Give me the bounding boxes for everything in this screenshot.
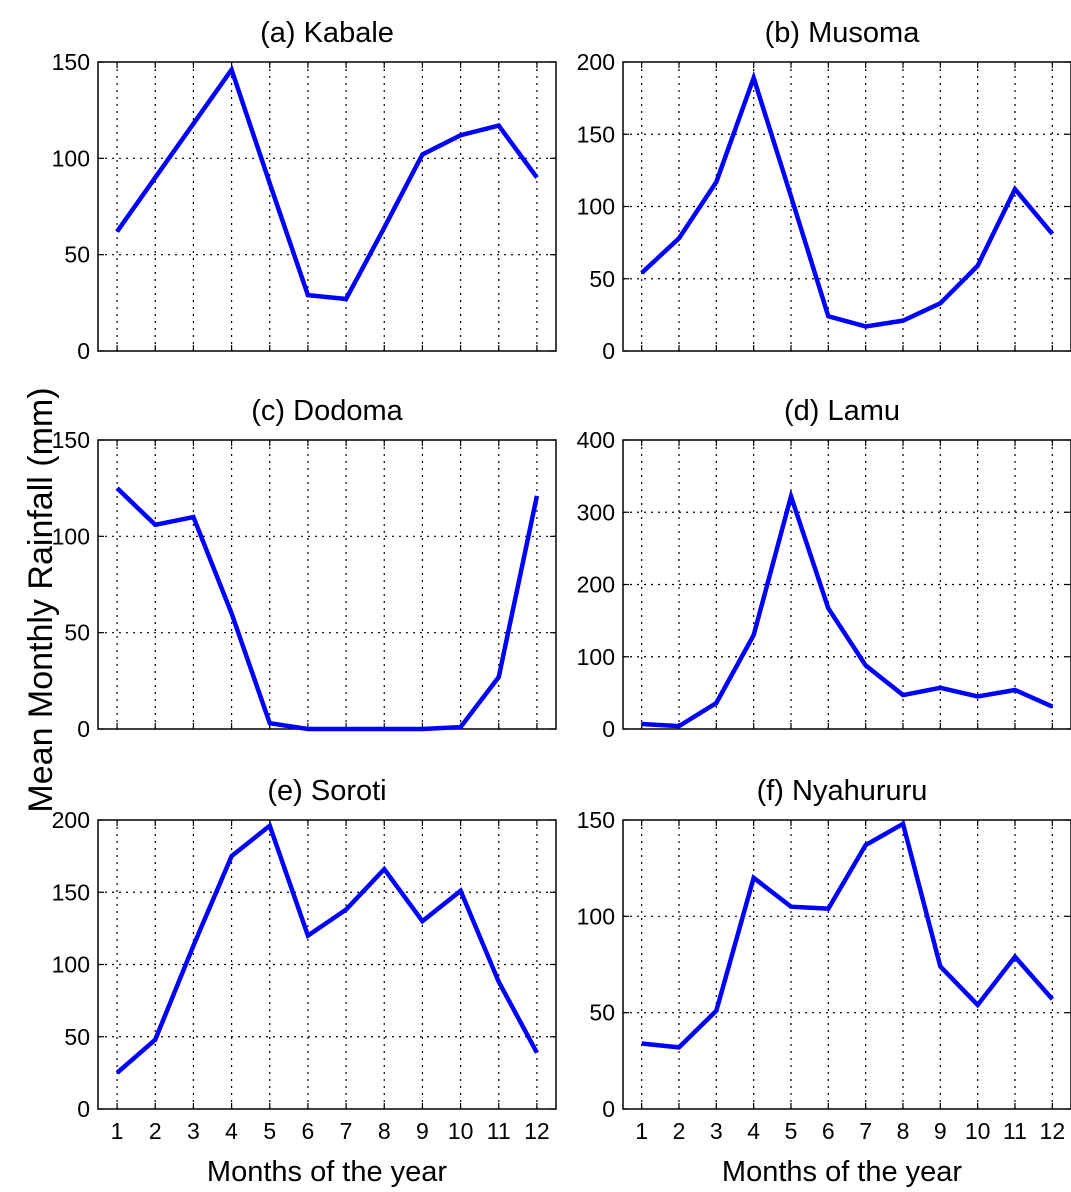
axes-frame (97, 61, 557, 352)
x-tick-label: 3 (710, 1118, 723, 1144)
panel-title: (f) Nyahururu (757, 775, 928, 807)
x-axis-label: Months of the year (722, 1156, 963, 1188)
panel-title: (d) Lamu (784, 395, 900, 427)
x-tick-label: 4 (747, 1118, 760, 1144)
x-tick-label: 6 (822, 1118, 835, 1144)
y-tick-label: 150 (577, 121, 615, 147)
series-line (640, 70, 1055, 329)
x-tick-label: 8 (897, 1118, 910, 1144)
x-tick-label: 6 (302, 1118, 315, 1144)
series-line (115, 486, 540, 732)
panel-title: (b) Musoma (765, 17, 921, 49)
y-tick-label: 50 (64, 242, 90, 268)
y-tick-label: 400 (577, 427, 615, 453)
x-tick-label: 8 (378, 1118, 391, 1144)
axes-frame (97, 439, 557, 730)
series-line (641, 488, 1054, 729)
x-tick-label: 1 (111, 1118, 124, 1144)
y-tick-label: 100 (52, 952, 90, 978)
y-tick-label: 0 (602, 1096, 615, 1122)
y-tick-label: 50 (64, 620, 90, 646)
figure-y-axis-label: Mean Monthly Rainfall (mm) (22, 387, 60, 812)
x-tick-label: 5 (263, 1118, 276, 1144)
y-tick-label: 200 (577, 572, 615, 598)
y-tick-label: 150 (52, 49, 90, 75)
x-tick-label: 5 (785, 1118, 798, 1144)
x-tick-label: 9 (416, 1118, 429, 1144)
y-tick-label: 50 (589, 266, 615, 292)
x-tick-label: 3 (187, 1118, 200, 1144)
x-tick-label: 11 (1003, 1118, 1027, 1144)
y-tick-label: 150 (577, 807, 615, 833)
axes-frame (622, 819, 1071, 1110)
y-tick-label: 0 (77, 1096, 90, 1122)
x-tick-label: 12 (1040, 1118, 1066, 1144)
y-tick-label: 100 (577, 644, 615, 670)
y-tick-label: 0 (602, 716, 615, 742)
y-tick-label: 0 (77, 716, 90, 742)
x-tick-label: 2 (149, 1118, 162, 1144)
y-tick-label: 100 (577, 903, 615, 929)
axes-frame (97, 819, 557, 1110)
series-line (641, 820, 1055, 1050)
panel-title: (c) Dodoma (251, 395, 403, 427)
x-tick-label: 12 (524, 1118, 550, 1144)
x-tick-label: 10 (448, 1118, 474, 1144)
y-tick-label: 150 (52, 879, 90, 905)
x-tick-label: 7 (859, 1118, 872, 1144)
chart-panel: 0 100 200 300 400 (d) Lamu (577, 395, 1071, 742)
y-tick-label: 200 (52, 807, 90, 833)
y-tick-label: 100 (577, 194, 615, 220)
x-tick-label: 4 (225, 1118, 238, 1144)
chart-panel: 0 50 100 150 200 (b) Musoma (577, 17, 1071, 364)
y-tick-label: 0 (77, 338, 90, 364)
y-tick-label: 200 (577, 49, 615, 75)
y-tick-label: 300 (577, 499, 615, 525)
y-tick-label: 100 (52, 145, 90, 171)
x-tick-label: 9 (934, 1118, 947, 1144)
x-tick-label: 1 (635, 1118, 648, 1144)
x-tick-label: 2 (673, 1118, 686, 1144)
series-line (115, 64, 539, 302)
chart-panel: 0 50 100 150 (c) Dodoma (52, 395, 557, 742)
y-tick-label: 100 (52, 523, 90, 549)
panel-title: (e) Soroti (267, 775, 386, 807)
y-tick-label: 150 (52, 427, 90, 453)
chart-panel: 0 50 100 150 (a) Kabale (52, 17, 557, 364)
panel-title: (a) Kabale (260, 17, 394, 49)
y-tick-label: 50 (589, 1000, 615, 1026)
x-tick-label: 10 (965, 1118, 991, 1144)
x-axis-label: Months of the year (207, 1156, 448, 1188)
y-tick-label: 0 (602, 338, 615, 364)
series-line (115, 822, 539, 1075)
y-tick-label: 50 (64, 1024, 90, 1050)
x-tick-label: 7 (340, 1118, 353, 1144)
x-tick-label: 11 (487, 1118, 511, 1144)
